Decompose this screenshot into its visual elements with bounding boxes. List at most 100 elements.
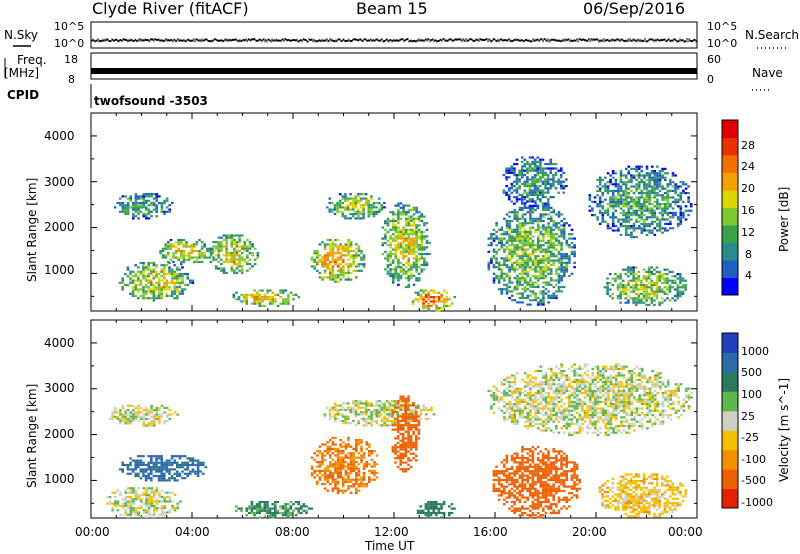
power-echo-cell <box>238 263 241 266</box>
date-label: 06/Sep/2016 <box>583 0 686 18</box>
velocity-echo-cell <box>402 417 405 420</box>
power-echo-cell <box>200 245 204 248</box>
power-echo-cell <box>492 272 496 275</box>
power-echo-cell <box>344 197 347 200</box>
velocity-echo-cell <box>339 413 342 416</box>
power-echo-cell <box>508 268 511 271</box>
velocity-echo-cell <box>328 411 332 414</box>
power-echo-cell <box>547 266 550 269</box>
velocity-echo-cell <box>142 424 146 427</box>
power-echo-cell <box>157 290 161 293</box>
power-echo-cell <box>643 198 646 201</box>
power-cbar-tick: 4 <box>745 269 752 282</box>
power-echo-cell <box>397 228 400 231</box>
power-echo-cell <box>443 304 446 307</box>
power-echo-cell <box>195 258 199 261</box>
power-echo-cell <box>632 236 636 239</box>
power-echo-cell <box>682 200 685 203</box>
power-echo-cell <box>637 187 641 190</box>
power-echo-cell <box>336 201 339 205</box>
velocity-echo-cell <box>409 424 413 427</box>
power-echo-cell <box>230 256 234 259</box>
velocity-echo-cell <box>165 406 169 410</box>
power-echo-cell <box>334 278 337 281</box>
velocity-echo-cell <box>137 459 140 462</box>
velocity-echo-cell <box>419 511 422 515</box>
power-echo-cell <box>523 222 527 225</box>
power-echo-cell <box>637 200 641 203</box>
velocity-echo-cell <box>334 469 337 472</box>
power-echo-cell <box>546 189 550 192</box>
velocity-echo-cell <box>354 400 358 403</box>
power-echo-cell <box>173 297 176 300</box>
velocity-echo-cell <box>134 413 138 416</box>
power-echo-cell <box>650 211 654 214</box>
power-echo-cell <box>557 268 561 271</box>
velocity-echo-cell <box>329 456 332 459</box>
power-echo-cell <box>531 167 534 170</box>
power-echo-cell <box>516 237 519 240</box>
power-echo-cell <box>614 216 618 219</box>
power-echo-cell <box>523 196 527 199</box>
power-echo-cell <box>389 252 392 256</box>
power-echo-cell <box>611 194 615 197</box>
power-echo-cell <box>645 303 648 306</box>
power-echo-cell <box>645 288 648 291</box>
velocity-echo-cell <box>119 420 122 423</box>
power-echo-cell <box>173 270 176 273</box>
velocity-echo-cell <box>129 457 132 460</box>
power-echo-cell <box>180 260 183 264</box>
power-echo-cell <box>417 217 421 220</box>
velocity-echo-cell <box>415 406 418 409</box>
power-echo-cell <box>500 288 504 291</box>
power-echo-cell <box>560 255 563 258</box>
power-echo-cell <box>542 299 545 302</box>
velocity-echo-cell <box>370 465 374 468</box>
power-echo-cell <box>536 266 540 269</box>
velocity-echo-cell <box>375 411 379 414</box>
power-echo-cell <box>357 195 360 198</box>
power-echo-cell <box>632 227 636 230</box>
power-echo-cell <box>560 219 563 223</box>
power-echo-cell <box>531 241 535 245</box>
power-echo-cell <box>531 207 534 210</box>
power-echo-cell <box>658 205 662 208</box>
velocity-echo-cell <box>424 514 428 517</box>
velocity-echo-cell <box>261 509 264 512</box>
velocity-echo-cell <box>186 466 189 469</box>
velocity-echo-cell <box>360 480 363 483</box>
power-echo-cell <box>661 194 664 197</box>
velocity-echo-cell <box>419 417 423 420</box>
power-echo-cell <box>676 286 680 289</box>
power-echo-cell <box>513 215 517 218</box>
power-echo-cell <box>508 259 511 262</box>
power-echo-cell <box>565 268 569 271</box>
velocity-echo-cell <box>145 409 148 412</box>
power-echo-cell <box>321 265 324 268</box>
power-echo-cell <box>334 276 337 279</box>
power-echo-cell <box>542 206 545 209</box>
power-echo-cell <box>334 252 337 255</box>
power-echo-cell <box>523 206 527 209</box>
nave-tick-bottom: 0 <box>707 73 714 86</box>
power-echo-cell <box>147 297 150 300</box>
power-echo-cell <box>520 193 524 196</box>
velocity-echo-cell <box>189 472 192 475</box>
power-echo-cell <box>425 239 429 242</box>
power-echo-cell <box>521 296 524 300</box>
power-echo-cell <box>160 275 163 278</box>
power-echo-cell <box>233 254 236 257</box>
power-echo-cell <box>650 297 654 300</box>
power-echo-cell <box>443 289 446 292</box>
power-echo-cell <box>547 204 550 207</box>
velocity-echo-cell <box>258 507 261 510</box>
velocity-echo-cell <box>310 472 314 475</box>
power-echo-cell <box>407 228 411 231</box>
velocity-echo-cell <box>155 474 158 478</box>
power-echo-cell <box>510 187 514 190</box>
power-echo-cell <box>533 174 537 177</box>
velocity-echo-cell <box>355 467 358 470</box>
power-echo-cell <box>663 281 667 284</box>
power-echo-cell <box>529 259 532 262</box>
power-echo-cell <box>173 272 176 276</box>
